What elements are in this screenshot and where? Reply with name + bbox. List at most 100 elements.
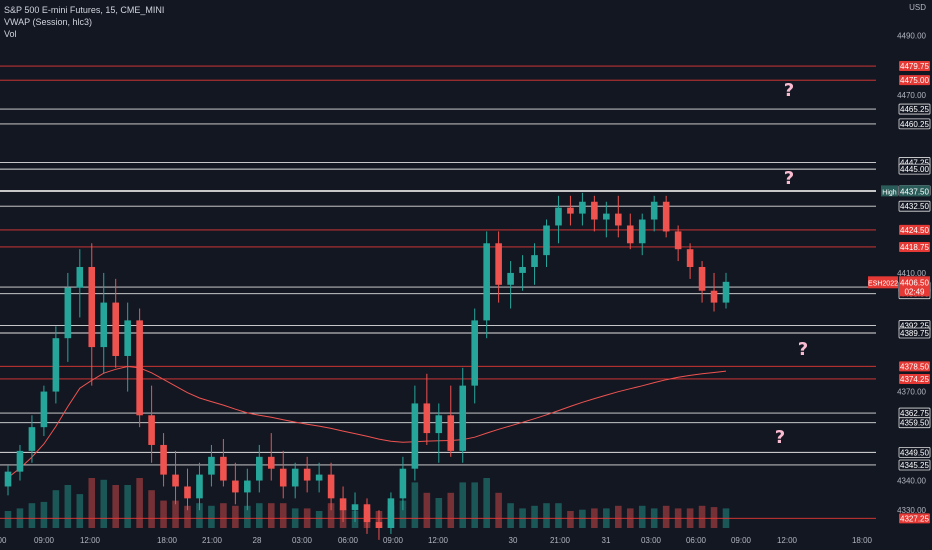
volume-bar bbox=[531, 505, 538, 528]
candle-body bbox=[579, 201, 586, 214]
volume-bar bbox=[28, 503, 36, 528]
candle-body bbox=[495, 243, 502, 285]
candle-body bbox=[208, 456, 215, 475]
time-tick-label: 12:00 bbox=[428, 536, 449, 545]
price-tick-label: 4370.00 bbox=[897, 388, 926, 397]
candle-body bbox=[591, 201, 598, 220]
candle-body bbox=[615, 213, 622, 226]
candle-body bbox=[339, 498, 347, 511]
candle-body bbox=[447, 415, 455, 451]
time-tick-label: 09:00 bbox=[731, 536, 752, 545]
candle-body bbox=[256, 456, 263, 481]
volume-bar bbox=[112, 485, 119, 528]
candle-body bbox=[267, 456, 275, 469]
candle-body bbox=[555, 207, 562, 226]
volume-bar bbox=[543, 503, 550, 528]
candle-body bbox=[172, 474, 179, 487]
price-tick-label: 4340.00 bbox=[897, 477, 926, 486]
price-tick-label: 4470.00 bbox=[897, 91, 926, 100]
volume-bar bbox=[315, 511, 323, 528]
level-price-badge bbox=[898, 446, 931, 458]
level-price-label: 4378.50 bbox=[900, 362, 929, 371]
volume-bar bbox=[495, 492, 502, 528]
candle-body bbox=[124, 320, 131, 356]
legend-title[interactable]: S&P 500 E-mini Futures, 15, CME_MINI bbox=[4, 5, 165, 15]
level-price-badge bbox=[898, 118, 931, 130]
volume-bar bbox=[267, 503, 275, 528]
time-axis[interactable]: 00 09:00 12:00 18:00 21:00 28 03:00 06:00 09:00 1… bbox=[0, 536, 873, 545]
candle-body bbox=[722, 281, 730, 303]
volume-bar bbox=[172, 500, 179, 528]
candle-body bbox=[543, 225, 550, 256]
candle-body bbox=[52, 338, 60, 392]
price-axis[interactable]: USD 4490.00 4470.00 4410.00 4370.00 4340.00 43… bbox=[868, 0, 932, 550]
time-tick-label: 12:00 bbox=[80, 536, 101, 545]
volume-bar bbox=[184, 505, 191, 528]
time-tick-label: 30 bbox=[509, 536, 518, 545]
volume-bar bbox=[244, 505, 251, 528]
volume-bar bbox=[615, 505, 622, 528]
level-price-label: 4349.50 bbox=[900, 448, 929, 457]
level-price-label: 4460.25 bbox=[900, 120, 929, 129]
volume-bar bbox=[279, 503, 287, 528]
candle-body bbox=[303, 468, 311, 481]
volume-bar bbox=[459, 482, 467, 528]
time-tick-label: 09:00 bbox=[383, 536, 404, 545]
volume-bar bbox=[579, 509, 586, 528]
level-price-badge bbox=[899, 241, 930, 252]
legend-vwap[interactable]: VWAP (Session, hlc3) bbox=[4, 17, 93, 27]
time-tick-label: 18:00 bbox=[852, 536, 873, 545]
candle-body bbox=[674, 231, 682, 250]
volume-bar bbox=[64, 485, 72, 528]
legend-vol[interactable]: Vol bbox=[4, 29, 17, 39]
candle-body bbox=[638, 219, 646, 244]
time-tick-label: 06:00 bbox=[338, 536, 359, 545]
candlesticks bbox=[4, 192, 730, 540]
volume-bar bbox=[148, 490, 155, 528]
question-mark-annotation: ? bbox=[784, 168, 794, 189]
candle-body bbox=[662, 201, 670, 232]
level-price-label: 4479.75 bbox=[900, 62, 929, 71]
candle-body bbox=[196, 474, 203, 499]
symbol-label: ESH2022 bbox=[868, 280, 898, 287]
candle-body bbox=[160, 444, 167, 475]
time-tick-label: 00 bbox=[0, 536, 7, 545]
candle-body bbox=[88, 267, 96, 348]
high-price-badge bbox=[899, 185, 930, 197]
volume-bar bbox=[399, 500, 407, 528]
time-tick-label: 21:00 bbox=[202, 536, 223, 545]
question-mark-annotation: ? bbox=[798, 339, 808, 360]
level-price-label: 4465.25 bbox=[900, 105, 929, 114]
candle-body bbox=[375, 522, 383, 528]
candle-body bbox=[710, 290, 718, 303]
level-price-label: 4327.25 bbox=[900, 514, 929, 523]
volume-bar bbox=[411, 482, 419, 528]
time-tick-label: 03:00 bbox=[641, 536, 662, 545]
level-price-badge bbox=[899, 361, 930, 372]
question-mark-annotation: ? bbox=[775, 427, 785, 448]
volume-bar bbox=[232, 505, 239, 528]
candle-body bbox=[327, 474, 335, 499]
candle-body bbox=[4, 471, 12, 487]
candle-body bbox=[40, 391, 48, 428]
level-price-label: 4445.00 bbox=[900, 165, 929, 174]
candle-body bbox=[28, 427, 36, 451]
candle-body bbox=[291, 468, 299, 487]
volume-bar bbox=[100, 479, 108, 528]
currency-label: USD bbox=[909, 3, 926, 12]
candle-body bbox=[399, 468, 407, 499]
candle-body bbox=[698, 267, 706, 291]
volume-bar bbox=[160, 500, 167, 528]
level-price-badge bbox=[899, 513, 930, 524]
volume-bar bbox=[423, 492, 431, 528]
level-price-label: 4418.75 bbox=[900, 243, 929, 252]
volume-bar bbox=[88, 478, 96, 528]
volume-bar bbox=[40, 501, 48, 528]
candle-body bbox=[423, 403, 431, 434]
level-price-badge bbox=[898, 417, 931, 429]
volume-bar bbox=[76, 494, 84, 528]
volume-bar bbox=[435, 498, 443, 528]
price-axis-bg bbox=[876, 0, 932, 550]
